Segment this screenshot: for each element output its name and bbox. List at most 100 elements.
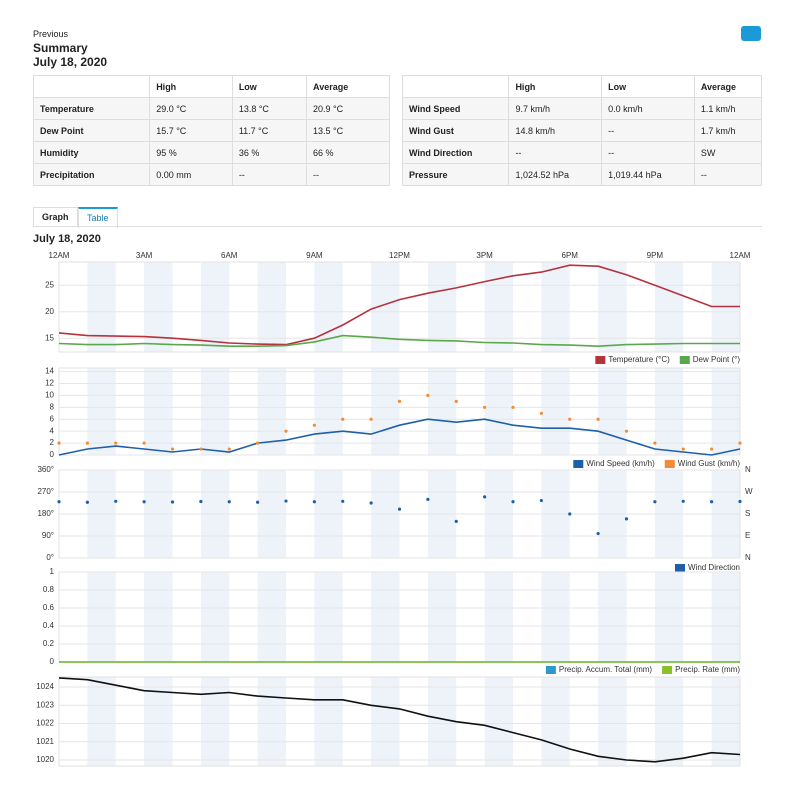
background-stripe — [711, 677, 740, 766]
legend-swatch — [679, 356, 690, 364]
y-tick-label: 6 — [50, 414, 55, 423]
data-point — [511, 500, 515, 504]
data-point — [142, 500, 146, 504]
data-point — [312, 500, 316, 504]
data-point — [710, 500, 714, 504]
x-tick-label: 3PM — [476, 251, 493, 260]
data-point — [681, 499, 685, 503]
table-cell: 1,024.52 hPa — [508, 163, 603, 186]
background-stripe — [87, 572, 116, 662]
table-row: Wind Direction -- -- SW — [401, 141, 763, 164]
y-tick-label: 0 — [50, 657, 55, 666]
x-tick-label: 6AM — [221, 251, 238, 260]
data-point — [568, 417, 572, 421]
y-tick-label: 360° — [37, 465, 54, 474]
data-point — [397, 399, 402, 403]
table-row: Humidity 95 % 36 % 66 % — [32, 141, 390, 164]
background-stripe — [598, 368, 627, 455]
x-tick-label: 9PM — [647, 251, 664, 260]
background-stripe — [144, 368, 173, 455]
legend-label: Wind Speed (km/h) — [586, 459, 655, 468]
y-tick-label: 0.2 — [43, 639, 55, 648]
table-cell: -- — [231, 163, 308, 186]
y-tick-label: 1 — [50, 567, 55, 576]
table-cell: 9.7 km/h — [508, 97, 603, 120]
table-cell: 13.5 °C — [306, 119, 390, 142]
data-point — [170, 447, 175, 451]
data-point — [710, 447, 714, 451]
data-point — [227, 447, 231, 451]
table-cell: -- — [306, 163, 390, 186]
data-point — [341, 499, 345, 503]
table-cell: Dew Point — [32, 119, 151, 142]
background-stripe — [87, 262, 116, 352]
y-tick-label: 12 — [45, 379, 54, 388]
data-point — [85, 500, 89, 504]
data-point — [114, 499, 118, 503]
background-stripe — [654, 262, 684, 352]
background-stripe — [200, 677, 230, 766]
y-tick-label: 8 — [50, 402, 55, 411]
tab-divider — [33, 226, 762, 227]
data-point — [227, 500, 231, 504]
y-tick-label: 0.4 — [43, 621, 55, 630]
legend-label: Precip. Rate (mm) — [675, 665, 740, 674]
graph-title: July 18, 2020 — [33, 233, 101, 245]
edit-button[interactable] — [741, 26, 761, 41]
table-cell: 11.7 °C — [231, 119, 308, 142]
y-tick-label: 2 — [50, 438, 55, 447]
data-point — [85, 441, 89, 445]
y2-tick-label: S — [745, 509, 750, 518]
y-tick-label: 20 — [45, 307, 54, 316]
background-stripe — [711, 368, 740, 455]
tab[interactable]: Graph — [33, 207, 78, 227]
data-point — [142, 441, 146, 445]
page-date: July 18, 2020 — [33, 55, 108, 69]
background-stripe — [371, 368, 400, 455]
background-stripe — [484, 572, 513, 662]
y-tick-label: 0.6 — [43, 603, 55, 612]
data-point — [596, 417, 600, 421]
background-stripe — [314, 677, 343, 766]
table-cell: Precipitation — [32, 163, 151, 186]
table-cell — [401, 75, 510, 98]
data-point — [397, 507, 402, 511]
data-point — [284, 499, 288, 503]
legend-swatch — [674, 564, 685, 572]
legend-swatch — [573, 460, 584, 468]
data-point — [681, 447, 685, 451]
y2-tick-label: N — [745, 553, 751, 562]
x-tick-label: 6PM — [562, 251, 579, 260]
table-cell: -- — [693, 163, 763, 186]
data-point — [539, 498, 543, 503]
table-cell — [32, 75, 151, 98]
back-link[interactable]: Previous — [33, 29, 69, 39]
background-stripe — [371, 572, 400, 662]
y-tick-label: 270° — [37, 487, 54, 496]
data-point — [483, 405, 487, 409]
data-line — [58, 264, 740, 346]
data-point — [256, 500, 260, 504]
legend-label: Temperature (°C) — [608, 355, 670, 364]
plot-frame — [58, 676, 741, 767]
data-point — [454, 399, 458, 403]
background-stripe — [371, 677, 400, 766]
data-point — [568, 512, 572, 516]
background-stripe — [200, 572, 230, 662]
background-stripe — [200, 262, 230, 352]
y-tick-label: 0° — [46, 553, 54, 562]
table-row: Pressure 1,024.52 hPa 1,019.44 hPa -- — [401, 163, 763, 186]
legend-label: Wind Direction — [688, 563, 740, 572]
data-point — [341, 417, 345, 421]
background-stripe — [200, 368, 230, 455]
background-stripe — [257, 572, 286, 662]
tab[interactable]: Table — [78, 207, 118, 228]
table-cell: Wind Direction — [401, 141, 510, 164]
x-tick-label: 12AM — [730, 251, 751, 260]
background-stripe — [541, 368, 570, 455]
table-cell: 1.7 km/h — [693, 119, 763, 142]
background-stripe — [598, 572, 627, 662]
data-point — [624, 429, 629, 433]
